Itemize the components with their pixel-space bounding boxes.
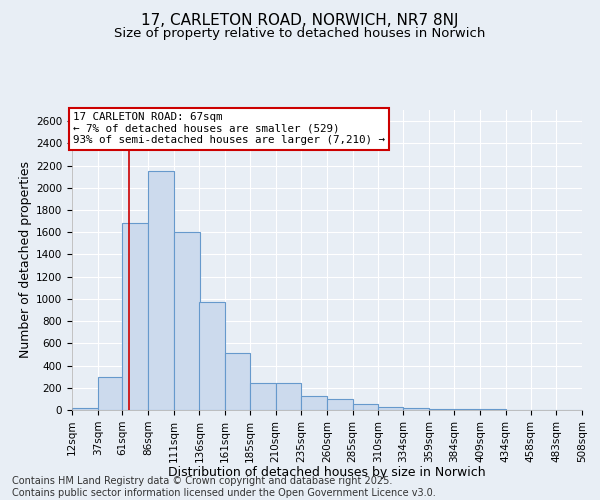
Bar: [148, 171, 174, 410]
Text: 17, CARLETON ROAD, NORWICH, NR7 8NJ: 17, CARLETON ROAD, NORWICH, NR7 8NJ: [141, 12, 459, 28]
Bar: [199, 302, 225, 410]
Bar: [250, 384, 275, 410]
Bar: [327, 399, 353, 410]
X-axis label: Distribution of detached houses by size in Norwich: Distribution of detached houses by size …: [168, 466, 486, 479]
Text: Contains HM Land Registry data © Crown copyright and database right 2025.
Contai: Contains HM Land Registry data © Crown c…: [12, 476, 436, 498]
Bar: [122, 224, 148, 410]
Bar: [301, 396, 327, 410]
Bar: [403, 408, 429, 410]
Bar: [455, 409, 480, 410]
Bar: [72, 408, 98, 410]
Bar: [379, 407, 403, 410]
Bar: [275, 384, 301, 410]
Y-axis label: Number of detached properties: Number of detached properties: [19, 162, 32, 358]
Bar: [225, 354, 250, 410]
Bar: [429, 408, 455, 410]
Text: 17 CARLETON ROAD: 67sqm
← 7% of detached houses are smaller (529)
93% of semi-de: 17 CARLETON ROAD: 67sqm ← 7% of detached…: [73, 112, 385, 146]
Bar: [98, 376, 122, 410]
Bar: [174, 232, 199, 410]
Text: Size of property relative to detached houses in Norwich: Size of property relative to detached ho…: [115, 28, 485, 40]
Bar: [353, 404, 379, 410]
